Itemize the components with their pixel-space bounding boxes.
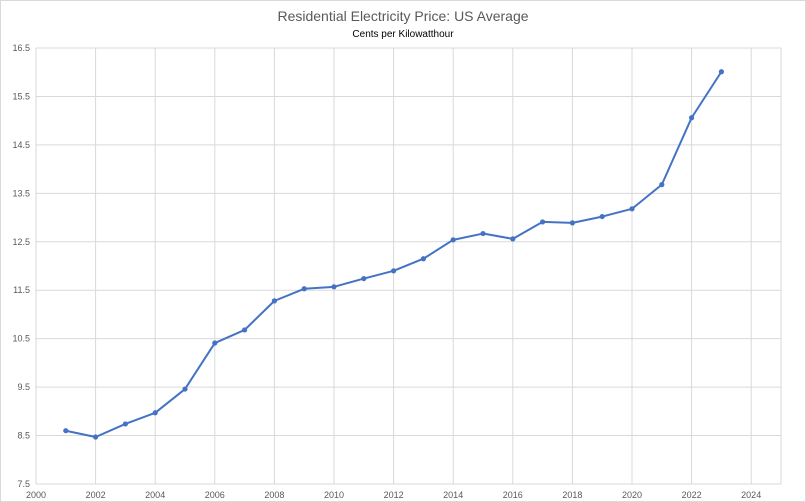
x-tick-label: 2004 [145, 490, 165, 500]
x-tick-label: 2008 [264, 490, 284, 500]
y-tick-label: 7.5 [17, 479, 30, 489]
data-point [689, 115, 695, 121]
y-tick-label: 14.5 [12, 140, 30, 150]
data-point [301, 286, 307, 292]
data-point [242, 327, 248, 333]
data-point [152, 410, 158, 416]
x-tick-label: 2002 [86, 490, 106, 500]
x-tick-label: 2000 [26, 490, 46, 500]
y-tick-label: 10.5 [12, 334, 30, 344]
data-point [540, 219, 546, 225]
data-point [569, 220, 576, 226]
y-tick-label: 9.5 [17, 382, 30, 392]
data-point [271, 298, 277, 304]
x-tick-label: 2018 [562, 490, 582, 500]
x-tick-label: 2014 [443, 490, 463, 500]
data-point [182, 386, 188, 392]
data-point [331, 284, 337, 290]
data-point [361, 275, 367, 282]
data-point [93, 434, 99, 440]
data-point [122, 421, 128, 427]
chart-title: Residential Electricity Price: US Averag… [277, 8, 529, 24]
x-tick-label: 2022 [682, 490, 702, 500]
x-tick-label: 2020 [622, 490, 642, 500]
data-point [599, 213, 605, 220]
y-tick-label: 15.5 [12, 91, 30, 101]
x-tick-label: 2006 [205, 490, 225, 500]
x-tick-label: 2010 [324, 490, 344, 500]
data-point [629, 206, 635, 212]
y-tick-label: 13.5 [12, 188, 30, 198]
data-point [63, 428, 69, 434]
data-point [510, 236, 516, 242]
x-tick-label: 2024 [741, 490, 761, 500]
data-point [391, 268, 397, 274]
x-tick-label: 2016 [503, 490, 523, 500]
x-tick-label: 2012 [384, 490, 404, 500]
y-tick-label: 8.5 [17, 431, 30, 441]
y-tick-label: 12.5 [12, 237, 30, 247]
data-point [659, 182, 665, 188]
data-point [718, 69, 725, 75]
data-point [212, 340, 218, 346]
chart-subtitle: Cents per Kilowatthour [352, 29, 454, 40]
data-point [450, 237, 456, 243]
data-point [480, 230, 486, 237]
data-point [420, 256, 426, 262]
y-tick-label: 16.5 [12, 43, 30, 53]
y-tick-label: 11.5 [13, 285, 30, 295]
